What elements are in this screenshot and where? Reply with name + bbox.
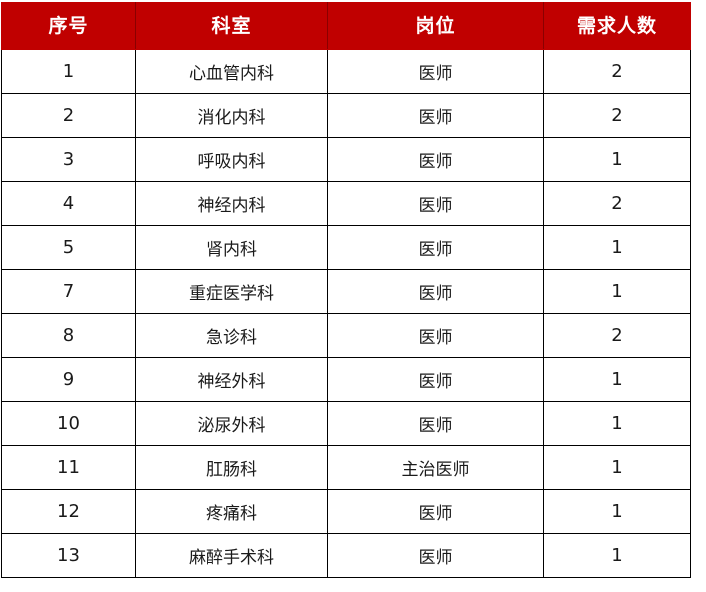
cell-headcount: 2 [543, 49, 691, 94]
cell-index: 10 [1, 401, 136, 446]
table-row: 7 重症医学科 医师 1 [1, 269, 691, 314]
cell-department: 神经内科 [135, 181, 328, 226]
cell-index: 3 [1, 137, 136, 182]
cell-headcount: 2 [543, 313, 691, 358]
cell-department: 肾内科 [135, 225, 328, 270]
cell-index: 9 [1, 357, 136, 402]
cell-index: 8 [1, 313, 136, 358]
column-header-department: 科室 [135, 2, 328, 50]
cell-index: 12 [1, 489, 136, 534]
recruitment-table-container: 序号 科室 岗位 需求人数 1 心血管内科 医师 2 2 消化内科 医师 2 3 呼吸内科 医师 1 4… [1, 2, 691, 578]
cell-headcount: 1 [543, 401, 691, 446]
recruitment-table: 序号 科室 岗位 需求人数 1 心血管内科 医师 2 2 消化内科 医师 2 3 呼吸内科 医师 1 4… [1, 2, 691, 578]
cell-department: 重症医学科 [135, 269, 328, 314]
cell-position: 医师 [327, 313, 544, 358]
cell-position: 医师 [327, 93, 544, 138]
table-row: 4 神经内科 医师 2 [1, 181, 691, 226]
cell-headcount: 1 [543, 533, 691, 578]
cell-position: 医师 [327, 49, 544, 94]
cell-index: 1 [1, 49, 136, 94]
cell-department: 麻醉手术科 [135, 533, 328, 578]
column-header-index: 序号 [1, 2, 136, 50]
table-row: 10 泌尿外科 医师 1 [1, 401, 691, 446]
cell-headcount: 1 [543, 269, 691, 314]
cell-position: 主治医师 [327, 445, 544, 490]
cell-position: 医师 [327, 489, 544, 534]
cell-position: 医师 [327, 401, 544, 446]
cell-index: 4 [1, 181, 136, 226]
table-row: 12 疼痛科 医师 1 [1, 489, 691, 534]
cell-headcount: 1 [543, 445, 691, 490]
column-header-headcount: 需求人数 [543, 2, 691, 50]
table-row: 11 肛肠科 主治医师 1 [1, 445, 691, 490]
table-body: 1 心血管内科 医师 2 2 消化内科 医师 2 3 呼吸内科 医师 1 4 神经内科 医师 2 5 肾内科 医师 1… [1, 49, 691, 578]
cell-index: 13 [1, 533, 136, 578]
table-row: 3 呼吸内科 医师 1 [1, 137, 691, 182]
cell-position: 医师 [327, 137, 544, 182]
table-row: 5 肾内科 医师 1 [1, 225, 691, 270]
column-header-position: 岗位 [327, 2, 544, 50]
cell-position: 医师 [327, 269, 544, 314]
cell-headcount: 2 [543, 93, 691, 138]
cell-position: 医师 [327, 357, 544, 402]
table-row: 8 急诊科 医师 2 [1, 313, 691, 358]
cell-department: 急诊科 [135, 313, 328, 358]
table-row: 9 神经外科 医师 1 [1, 357, 691, 402]
cell-headcount: 1 [543, 225, 691, 270]
cell-department: 呼吸内科 [135, 137, 328, 182]
cell-department: 泌尿外科 [135, 401, 328, 446]
table-row: 13 麻醉手术科 医师 1 [1, 533, 691, 578]
table-header: 序号 科室 岗位 需求人数 [1, 2, 691, 50]
cell-position: 医师 [327, 181, 544, 226]
cell-headcount: 1 [543, 489, 691, 534]
cell-index: 7 [1, 269, 136, 314]
cell-headcount: 1 [543, 357, 691, 402]
cell-headcount: 1 [543, 137, 691, 182]
cell-department: 心血管内科 [135, 49, 328, 94]
table-header-row: 序号 科室 岗位 需求人数 [1, 2, 691, 50]
cell-department: 消化内科 [135, 93, 328, 138]
cell-position: 医师 [327, 225, 544, 270]
cell-index: 11 [1, 445, 136, 490]
cell-headcount: 2 [543, 181, 691, 226]
cell-position: 医师 [327, 533, 544, 578]
cell-department: 肛肠科 [135, 445, 328, 490]
cell-department: 疼痛科 [135, 489, 328, 534]
table-row: 2 消化内科 医师 2 [1, 93, 691, 138]
cell-department: 神经外科 [135, 357, 328, 402]
cell-index: 5 [1, 225, 136, 270]
cell-index: 2 [1, 93, 136, 138]
table-row: 1 心血管内科 医师 2 [1, 49, 691, 94]
